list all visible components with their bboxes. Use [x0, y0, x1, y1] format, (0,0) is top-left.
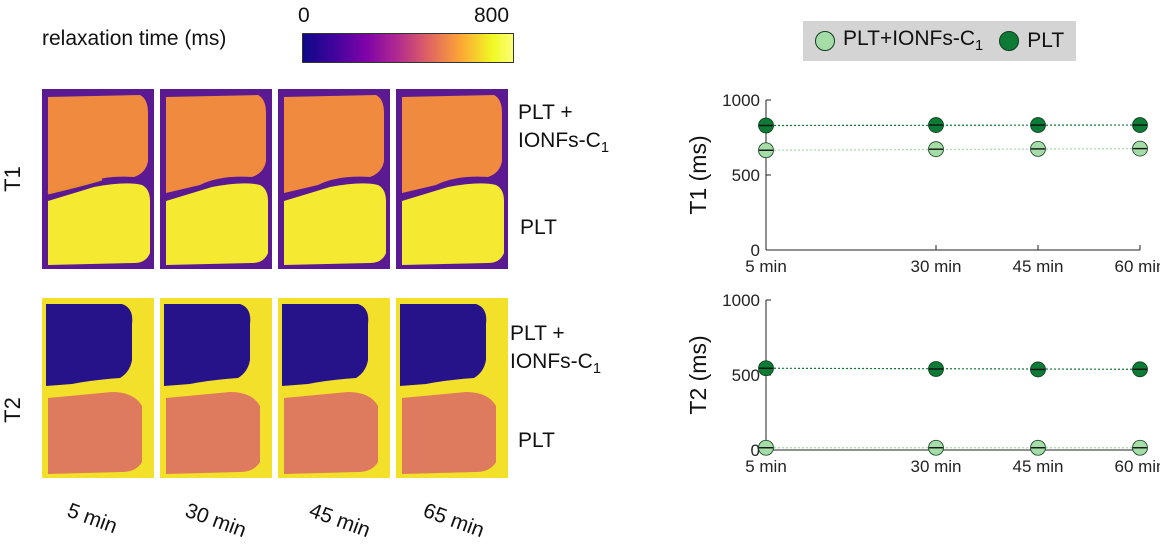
t1-sample-top-line2: IONFs-C1: [518, 127, 609, 162]
column-label-45min: 45 min: [306, 499, 374, 543]
legend-label-plt-ionfs-sub: 1: [975, 38, 984, 55]
t2-y-axis-label: T2 (ms): [685, 335, 711, 414]
legend-swatch-plt-ionfs: [815, 31, 835, 51]
t2-x-tick-label: 45 min: [1012, 457, 1063, 476]
legend-swatch-plt: [999, 31, 1020, 51]
colorbar-max-label: 800: [474, 4, 510, 27]
t1-y-tick-label: 500: [732, 166, 760, 185]
t2-sample-top-sub: 1: [592, 361, 601, 378]
t2-sample-top-text: IONFs-C: [510, 350, 593, 373]
colorbar-min-label: 0: [298, 4, 310, 27]
legend-label-plt: PLT: [1027, 29, 1065, 52]
column-label-65min: 65 min: [420, 499, 488, 543]
t2-chart: 0 500 1000 5 min 30 min 45 min 60 min T2 (ms): [685, 291, 1160, 476]
t1-map-65min: [396, 89, 508, 269]
t2-sample-top-line1: PLT +: [510, 322, 565, 345]
t2-y-tick-label: 0: [751, 441, 760, 460]
t1-map-5min: [42, 89, 154, 269]
chart-legend: PLT+IONFs-C1 PLT: [803, 21, 1077, 61]
t1-map-row: [42, 89, 508, 269]
t2-sample-bottom-label: PLT: [518, 429, 555, 452]
t1-sample-bottom-label: PLT: [520, 216, 557, 239]
t1-sample-top-text: IONFs-C: [518, 129, 601, 152]
t1-x-tick-label: 5 min: [745, 257, 787, 276]
legend-label-plt-ionfs-text: PLT+IONFs-C: [843, 27, 976, 51]
colorbar: [302, 33, 514, 63]
legend-label-plt-ionfs: PLT+IONFs-C1: [843, 27, 983, 54]
t1-sample-top-line1: PLT +: [518, 101, 573, 124]
column-label-30min: 30 min: [182, 499, 250, 543]
t2-map-5min: [42, 298, 154, 478]
t2-map-45min: [278, 298, 390, 478]
t1-sample-top-label: PLT + IONFs-C1: [518, 99, 609, 162]
t2-x-tick-label: 30 min: [910, 457, 961, 476]
t2-sample-top-line2: IONFs-C1: [510, 348, 601, 383]
t2-map-65min: [396, 298, 508, 478]
row-label-t2: T2: [0, 397, 25, 423]
t1-x-tick-label: 60 min: [1114, 257, 1160, 276]
t1-y-tick-label: 1000: [722, 91, 760, 110]
t1-y-axis-label: T1 (ms): [685, 135, 711, 214]
t1-sample-top-sub: 1: [600, 140, 609, 157]
t2-x-tick-label: 5 min: [745, 457, 787, 476]
t1-map-30min: [160, 89, 272, 269]
colorbar-title: relaxation time (ms): [42, 27, 227, 50]
t2-x-tick-label: 60 min: [1114, 457, 1160, 476]
t1-y-tick-label: 0: [751, 241, 760, 260]
t2-sample-top-label: PLT + IONFs-C1: [510, 320, 601, 383]
row-label-t1: T1: [0, 166, 25, 192]
column-label-5min: 5 min: [64, 499, 121, 539]
t2-map-row: [42, 298, 508, 478]
t2-y-tick-label: 500: [732, 366, 760, 385]
t1-series-0-trend: [765, 148, 1141, 151]
t2-y-tick-label: 1000: [722, 291, 760, 310]
t1-chart: 0 500 1000 5 min 30 min 45 min 60 min T1 (ms): [685, 91, 1160, 276]
t2-map-30min: [160, 298, 272, 478]
t1-map-45min: [278, 89, 390, 269]
t1-x-tick-label: 45 min: [1012, 257, 1063, 276]
t1-x-tick-label: 30 min: [910, 257, 961, 276]
t2-series-1-trend: [765, 367, 1141, 370]
